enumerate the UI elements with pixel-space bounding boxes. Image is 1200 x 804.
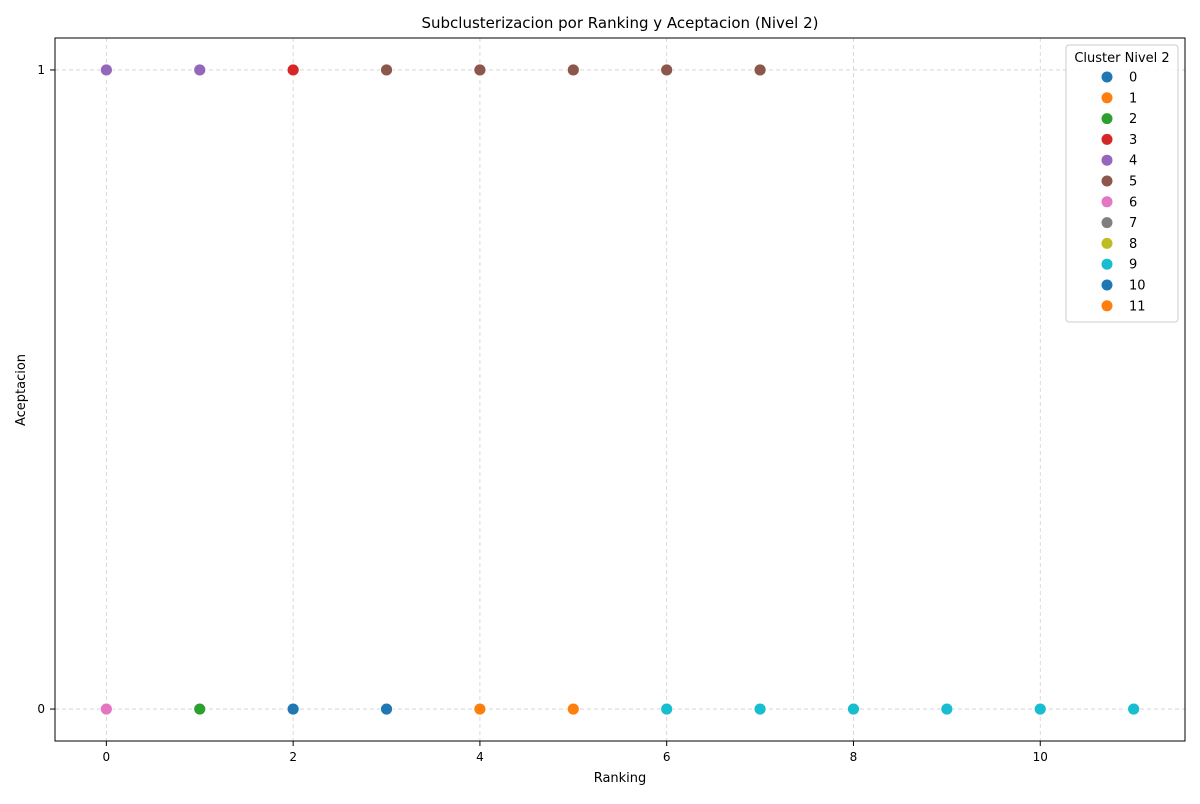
legend-entries: 0 1 2 3 4 5 6 7 8 9 10 11: [1101, 71, 1146, 314]
data-point-cluster-3: [286, 63, 300, 77]
data-point-cluster-5: [380, 63, 393, 77]
grid-lines: [55, 38, 1185, 741]
data-point-cluster-0: [380, 702, 393, 716]
x-tick-label: 0: [103, 750, 111, 764]
legend-label: 3: [1129, 133, 1137, 148]
legend-marker: [1101, 71, 1113, 83]
legend-marker: [1101, 300, 1113, 312]
y-axis-label: Aceptacion: [14, 354, 29, 426]
data-point-cluster-5: [566, 63, 580, 77]
data-point-cluster-5: [660, 63, 674, 77]
data-point-cluster-9: [847, 702, 860, 716]
legend-label: 11: [1129, 299, 1146, 314]
x-tick-label: 2: [289, 750, 297, 764]
legend-label: 10: [1129, 279, 1146, 294]
plot-frame: [54, 37, 1186, 742]
data-point-cluster-6: [99, 702, 113, 716]
data-point-cluster-9: [660, 702, 674, 716]
legend-marker: [1101, 279, 1113, 291]
data-point-cluster-0: [286, 702, 300, 716]
legend-label: 8: [1129, 237, 1137, 252]
legend-label: 9: [1129, 258, 1137, 273]
data-point-cluster-9: [940, 702, 954, 716]
legend-marker: [1101, 196, 1113, 208]
data-point-cluster-9: [1033, 702, 1047, 716]
data-point-cluster-5: [473, 63, 487, 77]
legend-marker: [1101, 92, 1113, 104]
legend-marker: [1101, 133, 1113, 145]
data-point-cluster-9: [753, 702, 767, 716]
legend-marker: [1101, 154, 1113, 166]
legend-title: Cluster Nivel 2: [1074, 51, 1169, 66]
legend-label: 1: [1129, 91, 1137, 106]
x-axis-label: Ranking: [594, 771, 647, 786]
legend-marker: [1101, 258, 1113, 270]
chart-title: Subclusterizacion por Ranking y Aceptaci…: [422, 14, 819, 32]
legend-marker: [1101, 217, 1113, 229]
data-point-cluster-4: [99, 63, 113, 77]
legend-label: 4: [1129, 154, 1137, 169]
data-point-cluster-4: [193, 63, 207, 77]
legend-label: 2: [1129, 112, 1137, 127]
x-tick-label: 8: [850, 750, 858, 764]
x-tick-label: 4: [476, 750, 484, 764]
data-point-cluster-1: [566, 702, 580, 716]
data-point-cluster-9: [1127, 702, 1141, 716]
legend-label: 0: [1129, 71, 1137, 86]
legend-marker: [1101, 113, 1113, 125]
legend-marker: [1101, 237, 1113, 249]
legend-label: 6: [1129, 195, 1137, 210]
data-point-cluster-1: [473, 702, 487, 716]
axis-ticks: 0 2 4 6 8 10 0 1: [37, 63, 1048, 764]
data-point-cluster-5: [753, 63, 767, 77]
x-tick-label: 10: [1033, 750, 1048, 764]
legend-box: [1065, 44, 1179, 323]
legend: Cluster Nivel 2 0 1 2 3 4 5 6 7 8 9 10 11: [1065, 44, 1179, 323]
y-tick-label: 0: [37, 702, 45, 716]
y-tick-label: 1: [37, 63, 45, 77]
data-points: [99, 63, 1141, 716]
legend-marker: [1101, 175, 1113, 187]
data-point-cluster-2: [193, 702, 207, 716]
legend-label: 5: [1129, 175, 1137, 190]
x-tick-label: 6: [663, 750, 671, 764]
legend-label: 7: [1129, 216, 1137, 231]
